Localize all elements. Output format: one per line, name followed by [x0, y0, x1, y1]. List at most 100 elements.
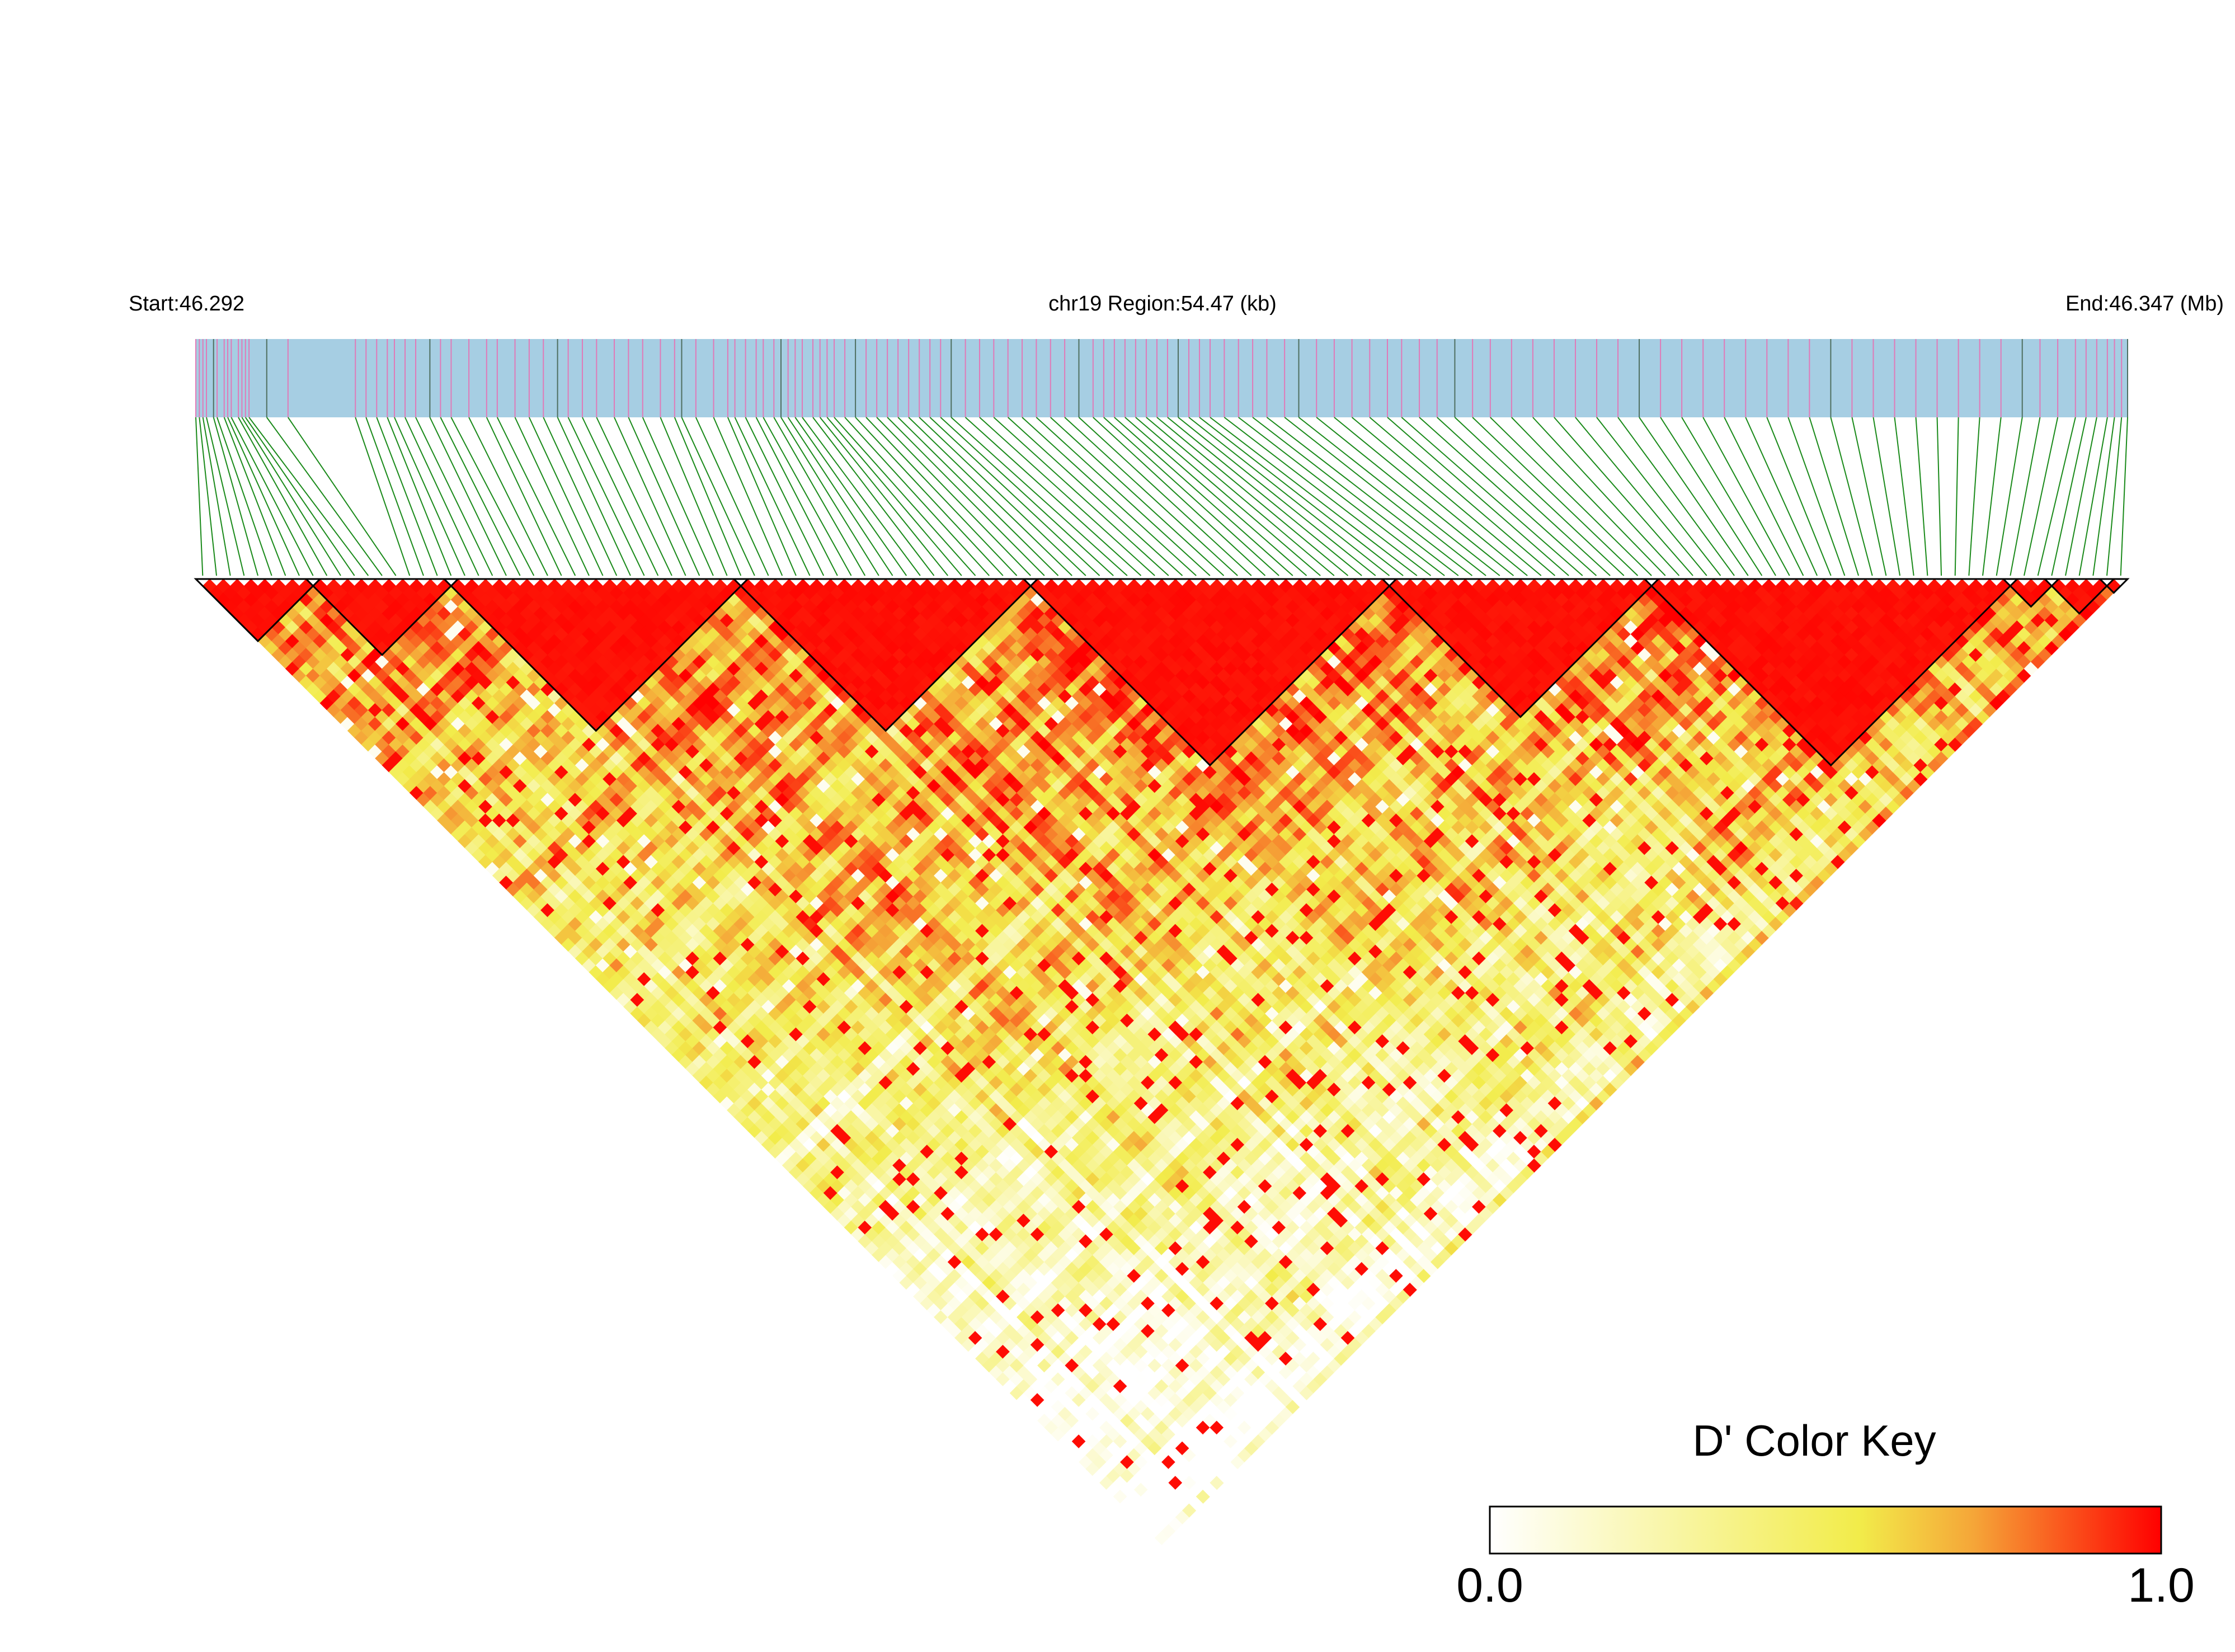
snp-connector: [897, 417, 1059, 576]
snp-connector: [195, 417, 204, 576]
snp-connector: [908, 417, 1072, 576]
snp-connector: [1334, 417, 1528, 576]
snp-connector: [1146, 417, 1335, 576]
snp-connector: [642, 417, 714, 576]
snp-connector: [394, 417, 465, 576]
snp-connector: [2037, 417, 2076, 576]
snp-connector: [1936, 417, 1942, 576]
snp-connector: [1617, 417, 1735, 576]
snp-connector: [713, 417, 783, 576]
snp-connector: [1830, 417, 1873, 576]
snp-connector: [1419, 417, 1597, 576]
snp-connector: [365, 417, 424, 576]
snp-connector: [213, 417, 258, 576]
snp-connector: [227, 417, 300, 576]
snp-connector: [979, 417, 1155, 576]
snp-connector: [802, 417, 921, 576]
snp-connector: [1316, 417, 1514, 576]
snp-connector: [1178, 417, 1376, 576]
snp-connector: [787, 417, 893, 576]
snp-connector-lines: [195, 417, 2128, 576]
snp-connector: [1511, 417, 1666, 576]
snp-connector: [1996, 417, 2023, 576]
snp-connector: [266, 417, 383, 576]
snp-connector: [1156, 417, 1349, 576]
snp-connector: [1968, 417, 1980, 576]
snp-connector: [376, 417, 438, 576]
snp-connector: [1135, 417, 1321, 576]
snp-connector: [1532, 417, 1680, 576]
snp-connector: [596, 417, 672, 576]
snp-connector: [1490, 417, 1652, 576]
snp-connector: [1872, 417, 1901, 576]
snp-connector: [2051, 417, 2087, 576]
snp-connector: [1036, 417, 1211, 576]
snp-connector: [1188, 417, 1390, 576]
snp-connector: [763, 417, 852, 576]
snp-connector: [514, 417, 590, 576]
snp-connector: [865, 417, 1018, 576]
snp-connector: [844, 417, 990, 576]
snp-connector: [834, 417, 976, 576]
snp-connector: [217, 417, 272, 576]
snp-connector: [415, 417, 493, 576]
snp-connector: [1103, 417, 1279, 576]
snp-connector: [202, 417, 231, 576]
snp-connector: [582, 417, 659, 576]
chromosome-region-track: [196, 339, 2128, 417]
snp-connector: [1554, 417, 1693, 576]
snp-connector: [734, 417, 811, 576]
snp-connector: [1724, 417, 1804, 576]
snp-connector: [1787, 417, 1846, 576]
snp-connector: [780, 417, 879, 576]
snp-connector: [1851, 417, 1887, 576]
snp-connector: [1387, 417, 1569, 576]
snp-connector: [1639, 417, 1749, 576]
snp-connector: [248, 417, 369, 576]
snp-connector: [486, 417, 562, 576]
snp-marker-group: [195, 339, 2128, 417]
snp-connector: [1093, 417, 1266, 576]
snp-connector: [1210, 417, 1418, 576]
snp-connector: [2010, 417, 2041, 576]
snp-connector: [695, 417, 769, 576]
snp-connector: [681, 417, 755, 576]
snp-connector: [528, 417, 604, 576]
snp-connector: [1596, 417, 1721, 576]
snp-connector: [1078, 417, 1252, 576]
snp-connector: [1401, 417, 1583, 576]
snp-connector: [929, 417, 1100, 576]
snp-connector: [238, 417, 328, 576]
snp-connector: [628, 417, 700, 576]
snp-connector: [745, 417, 825, 576]
snp-connector: [199, 417, 217, 576]
snp-connector: [429, 417, 507, 576]
snp-connector: [543, 417, 618, 576]
snp-connector: [940, 417, 1114, 576]
snp-connector: [223, 417, 286, 576]
snp-connector: [773, 417, 866, 576]
snp-connector: [1252, 417, 1459, 576]
snp-connector: [230, 417, 314, 576]
snp-connector: [826, 417, 962, 576]
snp-connector: [206, 417, 245, 576]
snp-connector: [1114, 417, 1293, 576]
snp-connector: [1437, 417, 1611, 576]
snp-connector: [993, 417, 1169, 576]
snp-connector: [1351, 417, 1542, 576]
snp-connector: [567, 417, 645, 576]
snp-connector: [387, 417, 452, 576]
snp-connector: [2092, 417, 2115, 576]
snp-connector: [1954, 417, 1959, 576]
snp-connector: [440, 417, 521, 576]
snp-connector: [1238, 417, 1445, 576]
snp-connector: [2024, 417, 2059, 576]
snp-connector: [450, 417, 535, 576]
snp-connector: [964, 417, 1142, 576]
snp-connector: [2120, 417, 2128, 576]
snp-connector: [2106, 417, 2123, 576]
snp-connector: [812, 417, 935, 576]
snp-connector: [355, 417, 411, 576]
snp-connector: [1199, 417, 1404, 576]
